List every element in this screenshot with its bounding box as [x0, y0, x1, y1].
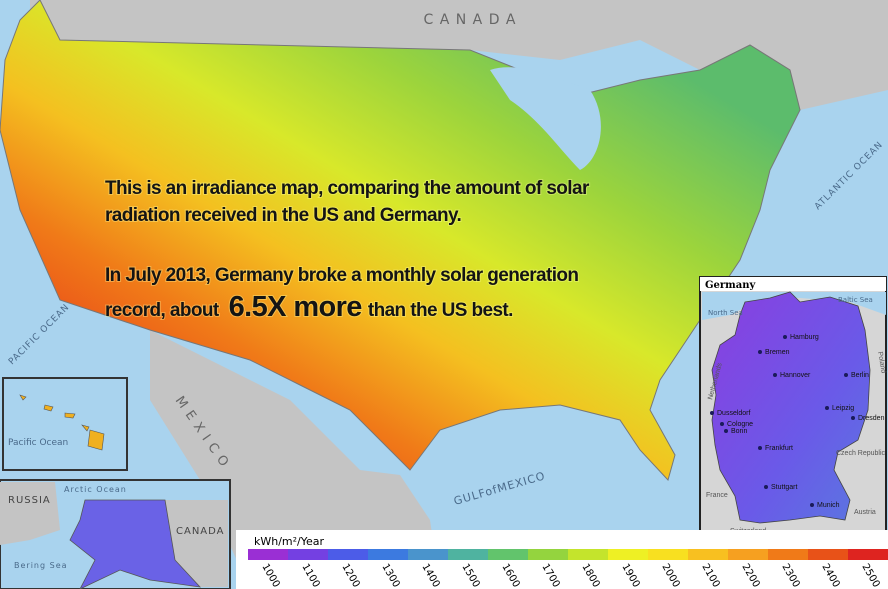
- city-dot: [844, 373, 848, 377]
- overlay-text: radiation received in the US and Germany…: [105, 205, 461, 226]
- city-label: Stuttgart: [771, 484, 798, 491]
- city-label: Dresden: [858, 415, 885, 422]
- sea: [702, 292, 886, 320]
- germany-irradiance: [711, 291, 871, 524]
- inset-frame: [2, 377, 128, 471]
- city-dot: [724, 429, 728, 433]
- neighbor-label: Poland: [876, 351, 887, 374]
- highlight: 6.5X more: [229, 291, 363, 323]
- city-label: Leipzig: [832, 405, 854, 412]
- canada-land: [30, 0, 888, 110]
- colorbar-segment: [848, 549, 888, 560]
- colorbar-segment: [688, 549, 729, 560]
- cities: Hamburg Bremen Hannover Berlin Leipzig Dresde…: [710, 334, 885, 509]
- overlay-text: This is an irradiance map, comparing the…: [105, 178, 590, 199]
- legend-unit: kWh/m²/Year: [254, 535, 325, 548]
- city-label: Cologne: [727, 421, 753, 428]
- city-label: Frankfurt: [765, 445, 793, 452]
- sea-label: North Sea: [708, 309, 743, 317]
- ocean-label: Pacific Ocean: [8, 438, 68, 448]
- city-label: Dusseldorf: [717, 410, 751, 417]
- russia-land: [0, 482, 60, 545]
- city-dot: [758, 446, 762, 450]
- city-dot: [825, 406, 829, 410]
- city-dot: [773, 373, 777, 377]
- city-dot: [710, 411, 714, 415]
- hawaii-inset: Pacific Ocean: [2, 377, 128, 471]
- city-label: Bonn: [731, 428, 747, 435]
- colorbar-segment: [408, 549, 449, 560]
- colorbar-segment: [328, 549, 369, 560]
- colorbar-segment: [768, 549, 809, 560]
- region-label: Arctic Ocean: [64, 485, 127, 494]
- city-label: Berlin: [851, 372, 869, 379]
- city-dot: [783, 335, 787, 339]
- city-label: Hamburg: [790, 334, 819, 341]
- overlay-text: In July 2013, Germany broke a monthly so…: [105, 265, 578, 286]
- colorbar-segment: [528, 549, 569, 560]
- great-lakes: [490, 67, 601, 170]
- neighbor-label: Austria: [854, 509, 876, 516]
- colorbar-segment: [488, 549, 529, 560]
- city-dot: [758, 350, 762, 354]
- colorbar-segment: [248, 549, 289, 560]
- city-dot: [764, 485, 768, 489]
- colorbar-segment: [288, 549, 329, 560]
- alaska-inset: RUSSIA Arctic Ocean CANADA Bering Sea: [0, 479, 231, 589]
- city-label: Bremen: [765, 349, 790, 356]
- overlay-text: than the US best.: [368, 300, 513, 321]
- islands: [19, 394, 105, 451]
- colorbar-segment: [608, 549, 649, 560]
- region-label: Bering Sea: [14, 561, 68, 570]
- city-label: Hannover: [780, 372, 811, 379]
- city-dot: [851, 416, 855, 420]
- inset-title: Germany: [705, 280, 757, 291]
- city-label: Munich: [817, 502, 840, 509]
- alaska-irradiance: [69, 499, 202, 589]
- colorbar-segment: [728, 549, 769, 560]
- sea-label: Baltic Sea: [838, 296, 873, 304]
- legend: kWh/m²/Year 1000 1100 1200 1300 1400 1500 1600…: [236, 530, 888, 589]
- region-label: RUSSIA: [8, 495, 51, 506]
- city-dot: [720, 422, 724, 426]
- canada-land: [165, 500, 228, 587]
- overlay-text: record, about 6.5X more than the US best.: [105, 291, 513, 323]
- colorbar-segment: [448, 549, 489, 560]
- title-bar: [700, 277, 886, 291]
- germany-inset: Germany North Sea Baltic Sea Netherlands…: [699, 276, 887, 536]
- colorbar-segment: [648, 549, 689, 560]
- overlay-text: record, about: [105, 300, 220, 321]
- colorbar-segment: [808, 549, 849, 560]
- colorbar-segment: [368, 549, 409, 560]
- neighbor-label: Czech Republic: [836, 450, 886, 457]
- canada-label: C A N A D A: [423, 12, 516, 28]
- region-label: CANADA: [176, 526, 225, 537]
- colorbar-segment: [568, 549, 609, 560]
- city-dot: [810, 503, 814, 507]
- neighbor-label: France: [706, 492, 728, 499]
